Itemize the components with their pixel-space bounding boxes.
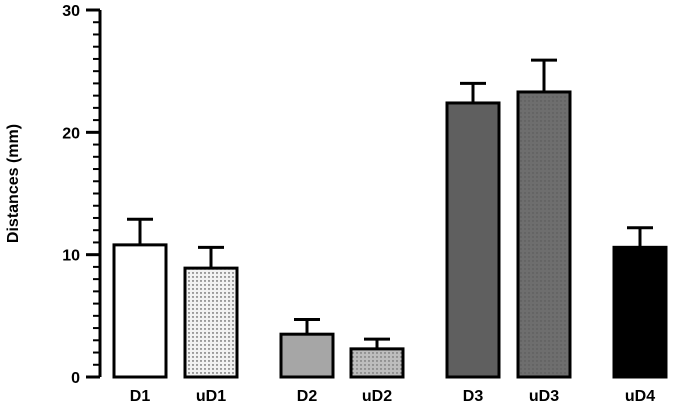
y-tick-label: 30 xyxy=(62,3,80,20)
x-tick-label: uD2 xyxy=(362,388,392,405)
x-tick-label: uD3 xyxy=(529,388,559,405)
bars xyxy=(112,58,668,379)
y-axis-title: Distances (mm) xyxy=(5,124,22,243)
x-tick-label: uD1 xyxy=(196,388,226,405)
y-tick-label: 10 xyxy=(62,248,80,265)
x-axis-labels: D1 uD1 D2 uD2 D3 uD3 uD4 xyxy=(130,388,655,405)
x-tick-label: D2 xyxy=(297,388,318,405)
y-tick-label: 20 xyxy=(62,125,80,142)
bar-d1 xyxy=(112,243,168,379)
bar-ud3 xyxy=(516,90,572,379)
x-tick-label: D3 xyxy=(463,388,484,405)
x-tick-label: uD4 xyxy=(625,388,655,405)
y-tick-label: 0 xyxy=(71,370,80,387)
bar-ud2 xyxy=(349,347,405,379)
bar-d3 xyxy=(445,101,501,379)
bar-ud4 xyxy=(612,245,668,379)
x-tick-label: D1 xyxy=(130,388,151,405)
y-axis: 0 10 20 30 xyxy=(62,3,102,387)
bar-ud1 xyxy=(183,266,239,379)
bar-d2 xyxy=(279,332,335,379)
